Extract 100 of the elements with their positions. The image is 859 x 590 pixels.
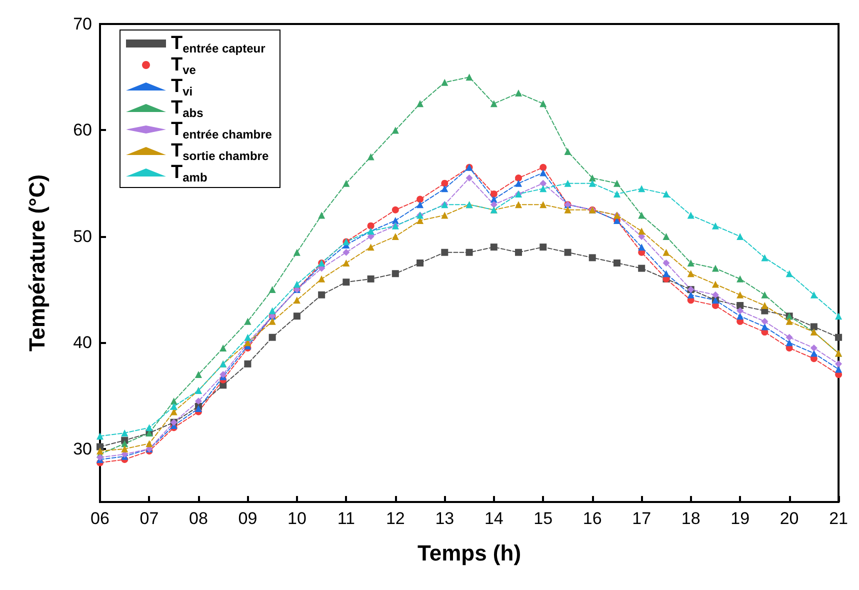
point	[662, 190, 670, 198]
point	[515, 90, 522, 97]
point	[712, 291, 719, 298]
point	[786, 334, 793, 341]
point	[564, 180, 572, 187]
point	[268, 307, 276, 314]
point	[662, 270, 670, 278]
point	[392, 270, 399, 278]
point	[761, 254, 768, 262]
y-tick-label: 30	[73, 439, 92, 458]
point	[121, 445, 128, 452]
point	[466, 248, 473, 256]
point	[564, 148, 572, 155]
point	[293, 248, 300, 256]
point	[761, 302, 768, 309]
point	[244, 334, 252, 341]
point	[194, 371, 202, 378]
point	[687, 270, 694, 278]
point	[540, 169, 547, 176]
point	[761, 318, 768, 325]
point	[540, 164, 547, 171]
point	[441, 78, 448, 86]
point	[736, 312, 744, 320]
point	[416, 100, 424, 108]
x-tick-label: 14	[484, 509, 504, 528]
y-tick-label: 60	[73, 120, 92, 140]
point	[564, 248, 572, 256]
point	[293, 296, 300, 304]
point	[761, 291, 768, 298]
x-tick-label: 10	[287, 509, 306, 528]
x-tick-label: 16	[582, 509, 602, 528]
point	[268, 318, 276, 325]
point	[515, 201, 522, 208]
x-tick-label: 17	[632, 509, 652, 528]
point	[146, 440, 153, 448]
point	[835, 312, 842, 320]
point	[613, 260, 620, 266]
point	[441, 185, 448, 192]
point	[588, 174, 596, 182]
point	[96, 432, 104, 440]
point	[367, 275, 374, 282]
point	[490, 190, 498, 198]
point	[318, 275, 326, 282]
point	[441, 248, 448, 256]
point	[786, 318, 793, 325]
point	[146, 424, 153, 432]
point	[367, 153, 374, 160]
x-tick-label: 21	[829, 509, 848, 528]
point	[392, 206, 399, 214]
x-tick-label: 20	[780, 509, 799, 528]
point	[170, 402, 178, 410]
point	[466, 74, 473, 81]
x-tick-label: 13	[435, 509, 454, 528]
point	[416, 196, 424, 203]
point	[638, 244, 646, 251]
point	[736, 302, 744, 309]
point	[712, 280, 719, 288]
point	[490, 244, 498, 251]
point	[466, 174, 473, 182]
point	[244, 318, 252, 325]
point	[318, 291, 326, 298]
point	[293, 280, 300, 288]
y-tick-label: 50	[73, 226, 92, 246]
point	[810, 323, 818, 330]
point	[416, 201, 424, 208]
point	[441, 180, 448, 187]
point	[810, 350, 818, 357]
point	[588, 254, 596, 262]
point	[786, 270, 793, 278]
point	[342, 248, 350, 256]
point	[540, 180, 547, 187]
point	[342, 180, 350, 187]
point	[638, 185, 646, 192]
point	[638, 264, 646, 272]
x-tick-label: 07	[140, 509, 159, 528]
x-tick-label: 11	[337, 509, 356, 528]
point	[515, 248, 522, 256]
point	[416, 260, 424, 266]
point	[515, 174, 522, 182]
point	[638, 228, 646, 235]
point	[736, 275, 744, 282]
y-tick-label: 40	[73, 333, 92, 352]
x-axis-title: Temps (h)	[418, 540, 522, 566]
point	[293, 312, 300, 320]
y-axis-title: Température (°C)	[24, 174, 50, 352]
point	[736, 307, 744, 314]
x-tick-label: 08	[189, 509, 208, 528]
point	[712, 222, 719, 230]
x-tick-label: 06	[90, 509, 110, 528]
y-tick-label: 70	[73, 14, 92, 34]
point	[194, 398, 202, 405]
x-tick-label: 18	[681, 509, 700, 528]
point	[220, 344, 227, 352]
point	[392, 232, 399, 240]
point	[96, 454, 104, 461]
point	[687, 291, 694, 298]
point	[96, 448, 104, 455]
x-tick-label: 19	[730, 509, 750, 528]
point	[687, 260, 694, 266]
point	[687, 212, 694, 219]
